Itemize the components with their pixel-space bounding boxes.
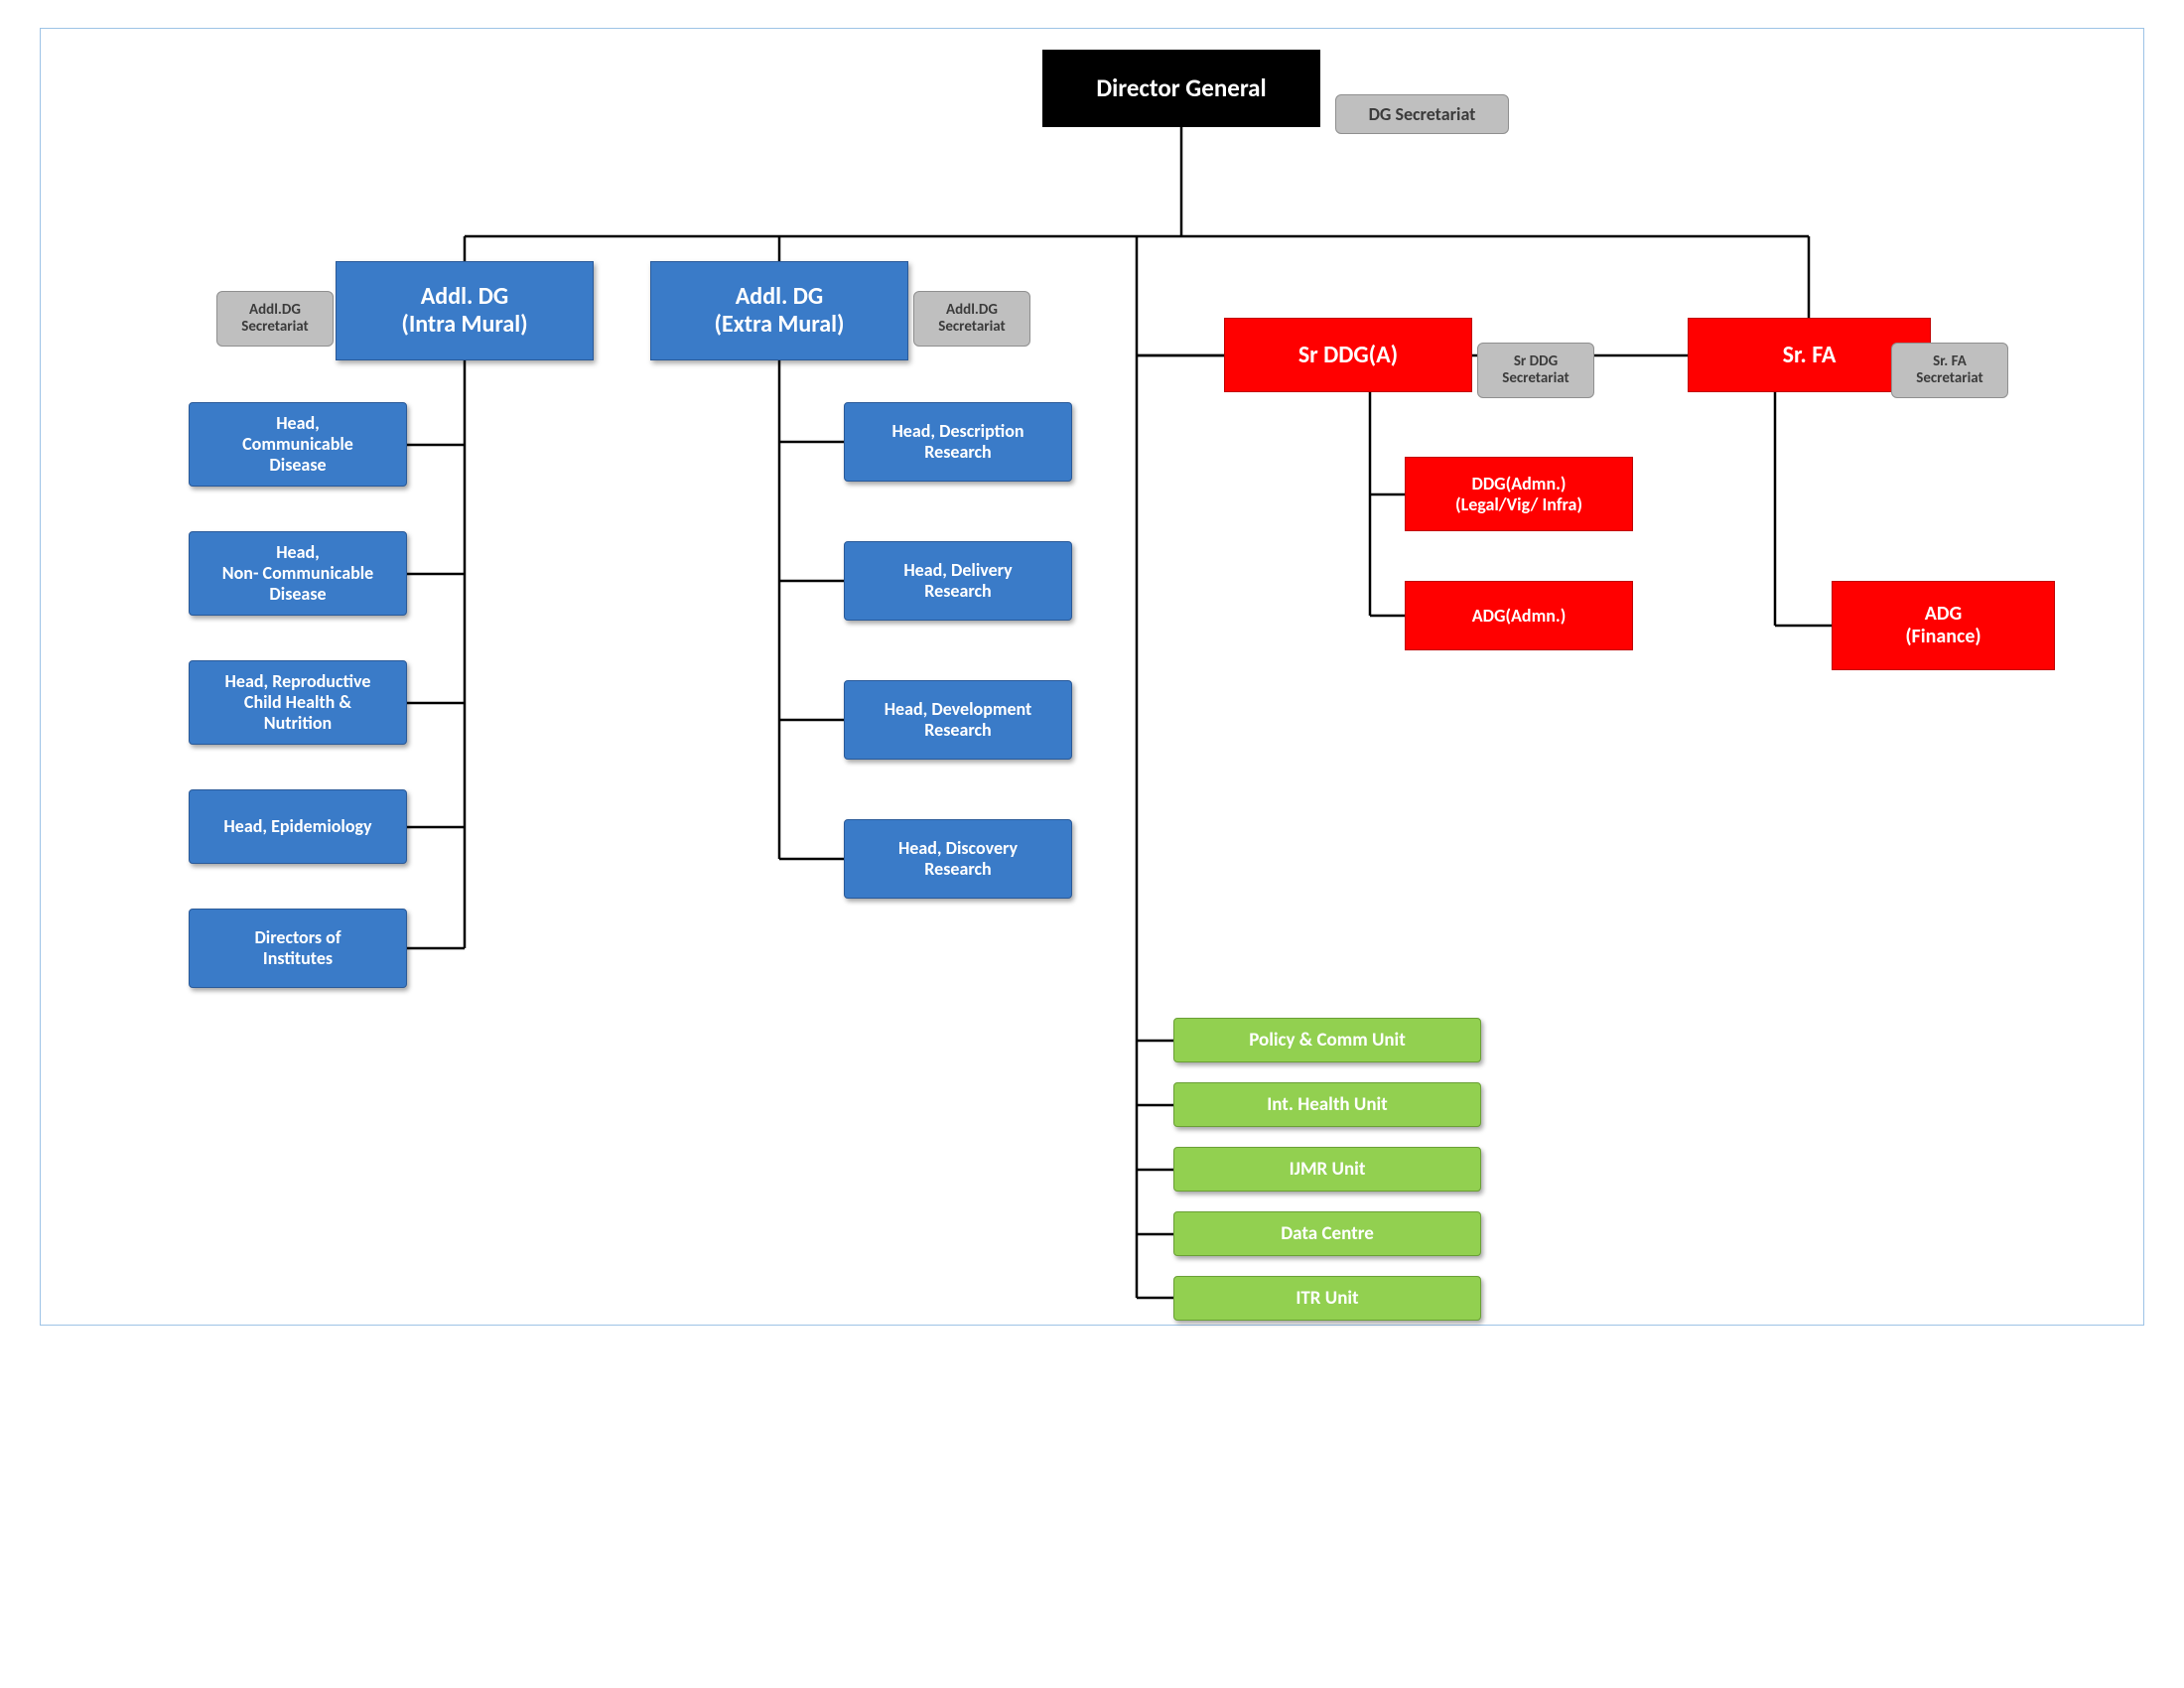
org-node-dg_sec: DG Secretariat: [1335, 94, 1509, 134]
org-node-i3: Head, ReproductiveChild Health &Nutritio…: [189, 660, 407, 745]
org-node-addl_intra: Addl. DG(Intra Mural): [336, 261, 594, 360]
org-node-r1: DDG(Admn.)(Legal/Vig/ Infra): [1405, 457, 1633, 531]
org-node-e3: Head, DevelopmentResearch: [844, 680, 1072, 760]
org-node-srfa_sec: Sr. FASecretariat: [1891, 343, 2008, 398]
org-node-r2: ADG(Admn.): [1405, 581, 1633, 650]
page: Director General DG Secretariat Addl. DG(I…: [0, 0, 2184, 1688]
org-node-i4: Head, Epidemiology: [189, 789, 407, 864]
org-node-g2: Int. Health Unit: [1173, 1082, 1481, 1127]
org-node-addl_extra_sec: Addl.DGSecretariat: [913, 291, 1030, 347]
org-node-i2: Head,Non- CommunicableDisease: [189, 531, 407, 616]
org-node-srddg_sec: Sr DDGSecretariat: [1477, 343, 1594, 398]
org-node-dg: Director General: [1042, 50, 1320, 127]
org-node-e2: Head, DeliveryResearch: [844, 541, 1072, 621]
org-node-i1: Head,CommunicableDisease: [189, 402, 407, 487]
org-node-addl_intra_sec: Addl.DGSecretariat: [216, 291, 334, 347]
org-node-e4: Head, DiscoveryResearch: [844, 819, 1072, 899]
org-node-e1: Head, DescriptionResearch: [844, 402, 1072, 482]
org-node-g3: IJMR Unit: [1173, 1147, 1481, 1192]
org-node-f1: ADG(Finance): [1832, 581, 2055, 670]
org-node-g5: ITR Unit: [1173, 1276, 1481, 1321]
org-node-g4: Data Centre: [1173, 1211, 1481, 1256]
org-node-i5: Directors ofInstitutes: [189, 909, 407, 988]
org-node-addl_extra: Addl. DG(Extra Mural): [650, 261, 908, 360]
org-node-g1: Policy & Comm Unit: [1173, 1018, 1481, 1062]
org-node-srddg: Sr DDG(A): [1224, 318, 1472, 392]
